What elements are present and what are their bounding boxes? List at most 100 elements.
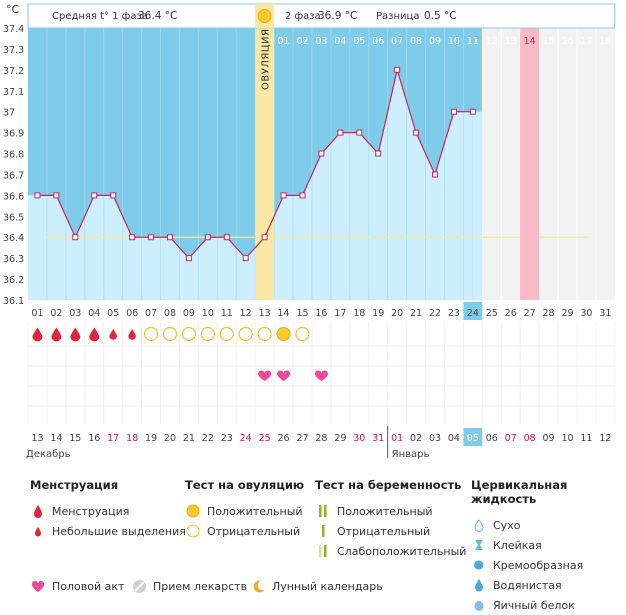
y-tick-label: 37.4 bbox=[3, 24, 24, 35]
temperature-point bbox=[394, 66, 401, 73]
month-label: Январь bbox=[392, 449, 430, 460]
calendar-date-label: 25 bbox=[259, 433, 271, 444]
legend-item: Менструация bbox=[52, 504, 130, 518]
temperature-point bbox=[129, 234, 136, 241]
legend-item: Половой акт bbox=[52, 579, 125, 593]
phase1-label: Средняя t° 1 фаза bbox=[52, 11, 148, 22]
temperature-area bbox=[37, 69, 473, 300]
legend-item: Прием лекарств bbox=[153, 579, 248, 593]
plot-background-future bbox=[482, 28, 615, 300]
phase2-day-label: 12 bbox=[486, 36, 498, 47]
positive-circle-icon bbox=[185, 503, 201, 519]
temperature-point bbox=[185, 255, 192, 262]
calendar-date-label: 12 bbox=[599, 433, 611, 444]
legend-cervical: Цервикальная жидкость Сухо Клейкая Кремо… bbox=[471, 478, 626, 615]
cycle-day-label: 02 bbox=[50, 308, 62, 319]
phase2-day-label: 17 bbox=[580, 36, 592, 47]
diff-label: Разница bbox=[376, 11, 419, 22]
legend-item: Яичный белок bbox=[493, 598, 575, 612]
phase2-day-label: 07 bbox=[391, 36, 403, 47]
phase2-day-label: 14 bbox=[524, 36, 536, 47]
phase2-day-label: 16 bbox=[561, 36, 573, 47]
temperature-point bbox=[356, 129, 363, 136]
legend-item: Водянистая bbox=[493, 578, 562, 592]
legend-title: Менструация bbox=[30, 478, 119, 492]
cycle-day-label: 30 bbox=[580, 308, 592, 319]
y-tick-label: 37.1 bbox=[3, 87, 24, 98]
phase2-highlight-cell bbox=[520, 31, 540, 300]
legend-item: Слабоположительный bbox=[337, 544, 467, 558]
cycle-day-label: 29 bbox=[561, 308, 573, 319]
calendar-date-label: 27 bbox=[296, 433, 308, 444]
temperature-point bbox=[223, 234, 230, 241]
phase2-day-label: 08 bbox=[410, 36, 422, 47]
menstruation-drop-icon bbox=[128, 329, 136, 340]
calendar-date-label: 16 bbox=[88, 433, 100, 444]
legend-item: Положительный bbox=[337, 504, 433, 518]
cycle-day-label: 17 bbox=[334, 308, 346, 319]
ovulation-test-negative-icon bbox=[238, 326, 253, 342]
temperature-point bbox=[166, 234, 173, 241]
temperature-point bbox=[375, 150, 382, 157]
egg-white-icon bbox=[471, 597, 487, 613]
sticky-icon bbox=[471, 537, 487, 553]
cycle-day-label: 16 bbox=[315, 308, 327, 319]
legend-title: Цервикальная жидкость bbox=[471, 478, 568, 506]
calendar-date-label: 01 bbox=[391, 433, 403, 444]
legend-item: Сухо bbox=[493, 518, 521, 532]
moon-icon bbox=[250, 578, 266, 594]
temperature-point bbox=[450, 108, 457, 115]
cycle-day-label: 27 bbox=[524, 308, 536, 319]
calendar-date-label: 18 bbox=[126, 433, 138, 444]
phase2-day-label: 10 bbox=[448, 36, 460, 47]
temperature-point bbox=[72, 234, 79, 241]
y-tick-label: 37.3 bbox=[3, 45, 24, 56]
y-tick-label: 37 bbox=[3, 108, 15, 119]
calendar-date-label: 17 bbox=[107, 433, 119, 444]
test-weak-icon bbox=[315, 543, 331, 559]
y-tick-label: 36.7 bbox=[3, 170, 24, 181]
phase2-day-label: 01 bbox=[278, 36, 290, 47]
legend-pregnancy-test: Тест на беременность Положительный Отриц… bbox=[315, 478, 466, 561]
cycle-day-label: 18 bbox=[353, 308, 365, 319]
heart-icon bbox=[277, 370, 291, 381]
phase2-day-label: 13 bbox=[505, 36, 517, 47]
phase2-day-label: 09 bbox=[429, 36, 441, 47]
phase2-day-label: 18 bbox=[599, 36, 611, 47]
phase2-day-label: 06 bbox=[372, 36, 384, 47]
temperature-point bbox=[242, 255, 249, 262]
creamy-icon bbox=[471, 557, 487, 573]
legend-item: Положительный bbox=[207, 504, 303, 518]
temperature-point bbox=[431, 171, 438, 178]
menstruation-drop-icon bbox=[89, 327, 100, 342]
cycle-day-label: 04 bbox=[88, 308, 100, 319]
heart-icon bbox=[258, 370, 272, 381]
diff-value: 0.5 °C bbox=[424, 10, 457, 22]
phase2-day-label: 11 bbox=[467, 36, 479, 47]
calendar-date-label: 31 bbox=[372, 433, 384, 444]
test-negative-icon bbox=[315, 523, 331, 539]
temperature-point bbox=[261, 234, 268, 241]
temperature-point bbox=[53, 192, 60, 199]
cycle-day-label: 03 bbox=[69, 308, 81, 319]
legend-item: Небольшие выделения bbox=[52, 524, 186, 538]
calendar-date-label: 04 bbox=[448, 433, 460, 444]
calendar-date-label: 29 bbox=[334, 433, 346, 444]
temperature-point bbox=[337, 129, 344, 136]
calendar-date-label: 22 bbox=[202, 433, 214, 444]
legend-item: Кремообразная bbox=[493, 558, 584, 572]
temperature-point bbox=[280, 192, 287, 199]
calendar-date-label: 10 bbox=[561, 433, 573, 444]
cycle-day-label: 31 bbox=[599, 308, 611, 319]
pill-icon bbox=[131, 578, 147, 594]
cycle-day-label: 11 bbox=[221, 308, 233, 319]
temperature-point bbox=[148, 234, 155, 241]
legend-item: Клейкая bbox=[493, 538, 542, 552]
y-axis-unit: °C bbox=[6, 3, 20, 16]
today-date-cell bbox=[463, 428, 483, 446]
phase2-day-label: 05 bbox=[353, 36, 365, 47]
ovulation-test-negative-icon bbox=[200, 326, 215, 342]
legend-item: Отрицательный bbox=[337, 524, 431, 538]
phase2-day-label: 03 bbox=[315, 36, 327, 47]
calendar-date-label: 15 bbox=[69, 433, 81, 444]
